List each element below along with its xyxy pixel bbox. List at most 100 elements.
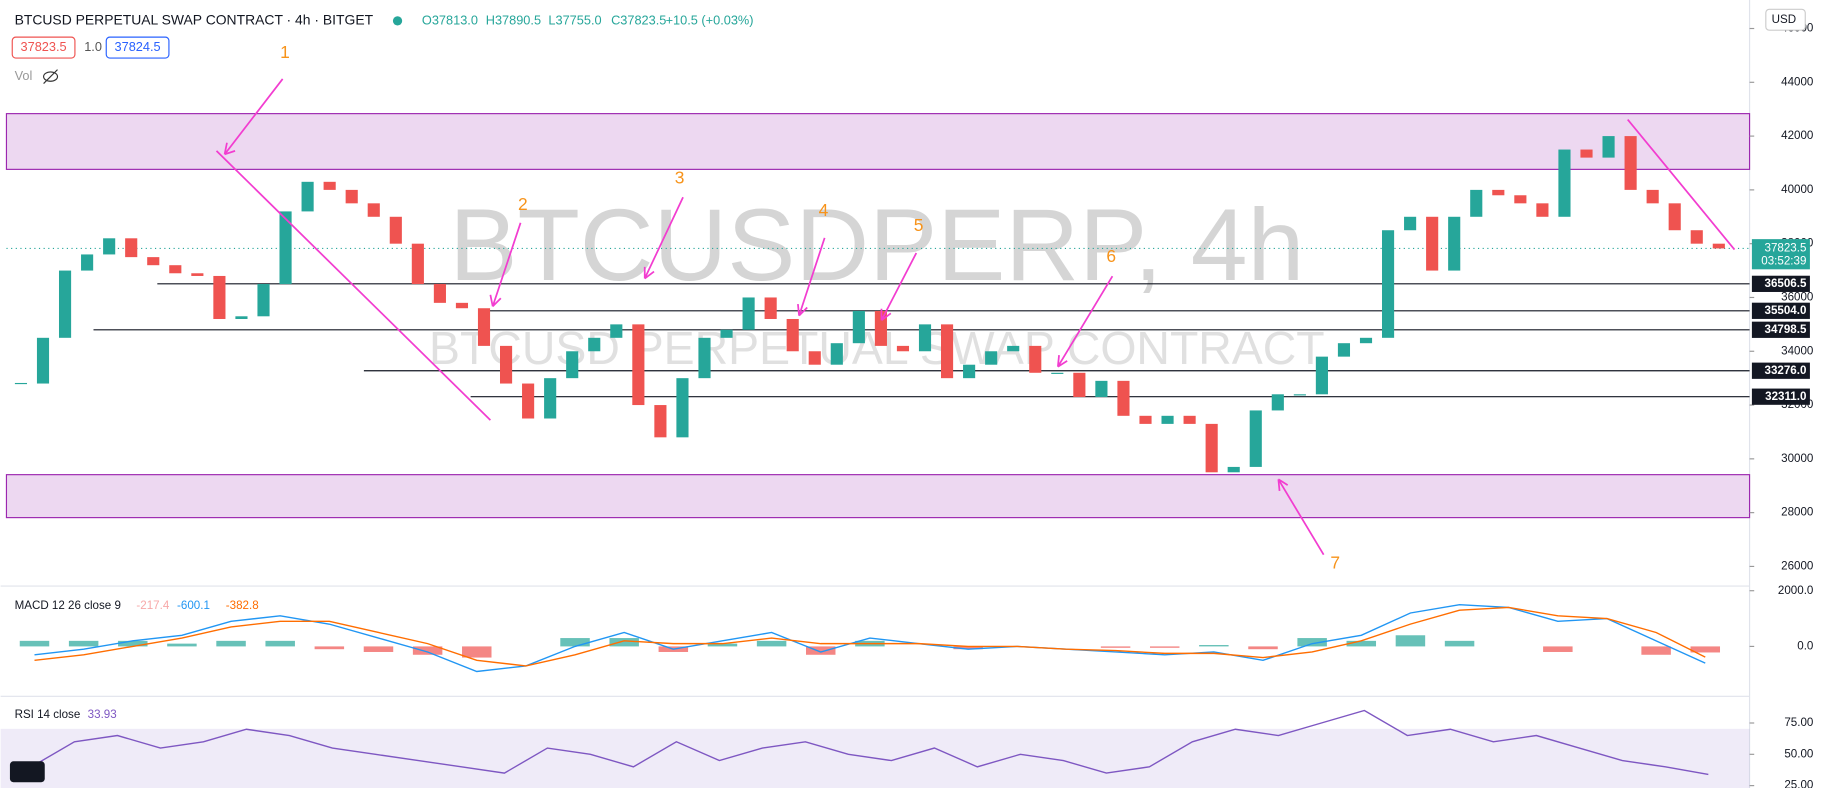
- y-tick-label: 25.00: [1784, 779, 1813, 788]
- indicator-line: [34, 606, 1706, 667]
- watermark: BTCUSDPERP, 4h: [449, 188, 1304, 302]
- open: O37813.0: [422, 12, 478, 27]
- candle: [1646, 189, 1659, 204]
- candle: [1315, 356, 1328, 395]
- candle: [720, 329, 733, 338]
- histogram-bar: [1199, 645, 1229, 647]
- macd-title: MACD 12 26 close 9: [15, 599, 121, 612]
- candle: [940, 324, 954, 379]
- y-tick-label: 42000: [1781, 129, 1813, 142]
- currency-button[interactable]: [1765, 8, 1806, 31]
- histogram-bar: [1444, 640, 1475, 647]
- y-tick-label: 50.00: [1784, 747, 1813, 760]
- signal-value: -382.8: [226, 599, 259, 612]
- candle: [213, 275, 226, 319]
- candle: [544, 378, 557, 419]
- candle: [455, 302, 469, 309]
- ohlc: O37813.0 H37890.5 L37755.0 C37823.5 +10.…: [422, 12, 754, 27]
- histogram-bar: [265, 640, 295, 647]
- buy-box[interactable]: [105, 36, 170, 59]
- y-tick-label: 28000: [1781, 506, 1813, 519]
- candle: [1624, 136, 1637, 190]
- market-status: [392, 16, 403, 26]
- hide-icon[interactable]: [43, 69, 59, 84]
- arrow: [880, 252, 918, 322]
- histogram-bar: [953, 646, 983, 650]
- currency[interactable]: USD: [1772, 13, 1796, 26]
- candle: [1183, 415, 1196, 424]
- candle: [477, 308, 491, 346]
- histogram-bar: [1297, 638, 1327, 647]
- candle: [58, 270, 72, 338]
- histogram-bar: [363, 646, 394, 652]
- candle: [1712, 243, 1725, 249]
- candle: [1051, 372, 1064, 374]
- candle: [1580, 149, 1593, 158]
- candle: [1381, 230, 1395, 338]
- logo[interactable]: [9, 761, 45, 783]
- candle: [323, 181, 336, 190]
- y-tick-label: 40000: [1781, 183, 1813, 196]
- candle: [698, 337, 711, 379]
- histogram-bar: [1149, 646, 1180, 648]
- candle: [632, 324, 645, 406]
- annotation-labels: 1 2 3 4 5 6 7: [280, 42, 1340, 573]
- ask[interactable]: 37824.5: [115, 39, 161, 54]
- annotation: 5: [914, 215, 924, 235]
- candle: [125, 238, 138, 258]
- candle: [1249, 410, 1262, 467]
- candle: [808, 351, 821, 365]
- indicator-line: [31, 709, 1709, 776]
- arrow: [797, 237, 826, 317]
- candle: [566, 351, 579, 379]
- candle: [786, 318, 799, 352]
- candle: [852, 310, 865, 344]
- candle: [1448, 216, 1461, 271]
- sell-box[interactable]: [11, 36, 76, 59]
- candle: [1558, 149, 1571, 217]
- candle: [1161, 415, 1174, 424]
- histogram-bar: [216, 640, 246, 647]
- candle: [522, 383, 535, 419]
- candle: [676, 378, 689, 438]
- histogram-bar: [756, 640, 787, 647]
- histogram-bar: [1543, 646, 1573, 652]
- zone: [5, 113, 1751, 170]
- level-label: 34798.5: [1765, 323, 1807, 336]
- annotation: 2: [518, 194, 528, 214]
- candle: [1668, 203, 1681, 231]
- rsi-value: 33.93: [88, 708, 117, 721]
- close: C37823.5: [611, 12, 666, 27]
- last-price-tag: [1751, 239, 1810, 270]
- histogram-bar: [1346, 640, 1377, 647]
- plot: 2600028000300003200034000360003800040000…: [5, 22, 1813, 788]
- candle: [1536, 203, 1549, 217]
- candle: [257, 284, 270, 317]
- annotation: 3: [675, 167, 685, 187]
- candle: [169, 265, 182, 274]
- candle: [1205, 423, 1218, 473]
- level-label: 36506.5: [1765, 277, 1807, 290]
- trend-line: [215, 150, 491, 421]
- histogram-bar: [19, 640, 50, 647]
- candle: [1470, 189, 1483, 217]
- candle: [279, 211, 292, 285]
- level-tag: [1751, 388, 1810, 405]
- bid[interactable]: 37823.5: [21, 39, 67, 54]
- candle: [1095, 380, 1108, 397]
- candle: [1029, 345, 1042, 373]
- candle: [81, 254, 94, 271]
- candle: [1073, 372, 1086, 397]
- level-label: 33276.0: [1765, 364, 1807, 377]
- candle: [1426, 216, 1439, 271]
- y-tick-label: 26000: [1781, 559, 1813, 572]
- histogram-bar: [118, 640, 148, 647]
- histogram-bar: [560, 638, 590, 647]
- candle: [1404, 216, 1417, 231]
- histogram-bar: [462, 646, 492, 658]
- candle: [1359, 337, 1373, 344]
- histogram-bar: [609, 638, 639, 647]
